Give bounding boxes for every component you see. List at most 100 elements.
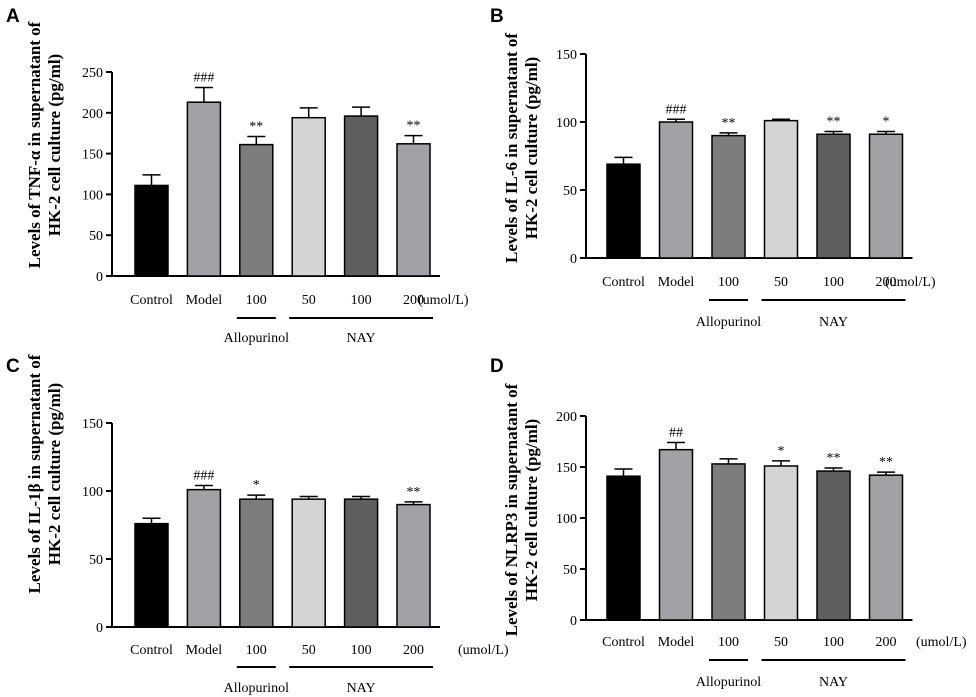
bar-4	[763, 465, 799, 621]
y-axis-label-line1: Levels of IL-1β in supernatant of	[25, 354, 44, 593]
category-label: 100	[823, 275, 844, 290]
significance-label: **	[827, 451, 841, 466]
y-axis-label-line2: HK-2 cell culture (pg/ml)	[522, 57, 541, 239]
y-tick-label: 50	[563, 184, 577, 199]
panel-letter: D	[490, 356, 504, 377]
bar-3	[239, 498, 274, 628]
y-tick-label: 150	[82, 148, 103, 163]
panel-letter: C	[6, 356, 20, 377]
category-label: 100	[718, 275, 739, 290]
y-axis-label-line2: HK-2 cell culture (pg/ml)	[522, 419, 541, 601]
y-tick-label: 150	[556, 461, 577, 476]
category-label: 100	[246, 643, 267, 658]
category-label: Model	[186, 293, 223, 308]
y-tick-label: 100	[556, 116, 577, 131]
bar-2	[186, 488, 222, 628]
category-label: 50	[302, 643, 316, 658]
significance-label: *	[778, 444, 785, 459]
y-tick-label: 0	[96, 621, 103, 636]
y-tick-label: 50	[563, 563, 577, 578]
group-label: Allopurinol	[696, 675, 761, 690]
category-label: 100	[718, 635, 739, 650]
y-tick-label: 200	[556, 410, 577, 425]
bar-2	[658, 121, 694, 259]
y-tick-label: 50	[89, 553, 103, 568]
significance-label: **	[249, 119, 263, 134]
significance-label: *	[253, 478, 260, 493]
bar-4	[291, 498, 326, 628]
y-tick-label: 150	[556, 48, 577, 63]
significance-label: **	[827, 115, 841, 130]
bar-4	[763, 119, 799, 259]
significance-label: **	[879, 455, 893, 470]
group-label: Allopurinol	[696, 315, 761, 330]
bar-1	[134, 522, 169, 628]
panel-letter: B	[490, 6, 504, 27]
bar-1	[606, 163, 641, 259]
category-label: 200	[876, 635, 897, 650]
significance-label: **	[407, 119, 421, 134]
significance-label: ###	[666, 102, 687, 117]
bar-6	[396, 503, 431, 628]
category-label: Control	[602, 635, 645, 650]
y-tick-label: 200	[82, 107, 103, 122]
bar-1	[134, 184, 169, 277]
category-label: 50	[774, 275, 788, 290]
y-axis-label-line1: Levels of IL-6 in supernatant of	[502, 33, 521, 263]
bar-1	[606, 475, 641, 621]
y-tick-label: 100	[82, 188, 103, 203]
category-label: Control	[602, 275, 645, 290]
category-label: Control	[130, 293, 173, 308]
panel-letter: A	[6, 6, 20, 27]
y-tick-label: 250	[82, 66, 103, 81]
significance-label: **	[722, 116, 736, 131]
category-label: Control	[130, 643, 173, 658]
y-axis-label-line1: Levels of NLRP3 in supernatant of	[502, 383, 521, 636]
group-label: NAY	[347, 331, 376, 346]
y-axis-label-line2: HK-2 cell culture (pg/ml)	[45, 54, 64, 236]
bar-3	[239, 143, 274, 277]
y-axis-label-line2: HK-2 cell culture (pg/ml)	[45, 383, 64, 565]
group-label: NAY	[819, 315, 848, 330]
category-label: 100	[351, 643, 372, 658]
group-label: NAY	[819, 675, 848, 690]
bar-6	[868, 133, 904, 259]
bar-3	[711, 134, 746, 259]
units-label: (umol/L)	[916, 635, 967, 650]
group-label: Allopurinol	[224, 331, 289, 346]
y-tick-label: 0	[570, 614, 577, 629]
bar-2	[658, 448, 694, 621]
bar-3	[711, 463, 746, 621]
category-label: 200	[876, 275, 897, 290]
bar-6	[868, 474, 904, 621]
group-label: Allopurinol	[224, 681, 289, 696]
bar-4	[291, 116, 326, 277]
chart-panel-c: C Levels of IL-1β in supernatant of HK-2 c…	[6, 354, 509, 696]
y-axis-label-line1: Levels of TNF-α in supernatant of	[25, 21, 44, 268]
units-label: (umol/L)	[418, 293, 469, 308]
category-label: 200	[403, 293, 424, 308]
category-label: 50	[302, 293, 316, 308]
category-label: 100	[351, 293, 372, 308]
category-label: Model	[658, 635, 695, 650]
category-label: 50	[774, 635, 788, 650]
significance-label: **	[407, 485, 421, 500]
y-tick-label: 100	[82, 485, 103, 500]
y-tick-label: 50	[89, 229, 103, 244]
y-tick-label: 0	[96, 270, 103, 285]
category-label: Model	[658, 275, 695, 290]
significance-label: ###	[193, 71, 214, 86]
category-label: 200	[403, 643, 424, 658]
category-label: 100	[823, 635, 844, 650]
bar-6	[396, 143, 431, 277]
significance-label: *	[883, 115, 890, 130]
category-label: Model	[186, 643, 223, 658]
category-label: 100	[246, 293, 267, 308]
significance-label: ###	[193, 469, 214, 484]
bar-5	[816, 470, 851, 621]
chart-panel-b: B Levels of IL-6 in supernatant of HK-2 ce…	[490, 6, 936, 330]
chart-panel-a: A Levels of TNF-α in supernatant of HK-2 c…	[6, 6, 469, 346]
bar-5	[816, 133, 851, 259]
units-label: (umol/L)	[458, 643, 509, 658]
